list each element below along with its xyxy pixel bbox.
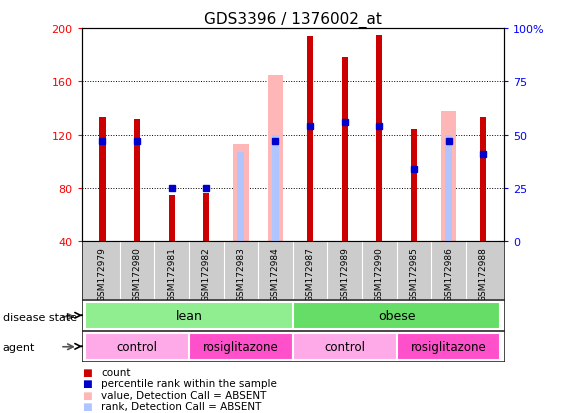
Title: GDS3396 / 1376002_at: GDS3396 / 1376002_at xyxy=(204,12,382,28)
Bar xyxy=(203,194,209,242)
Bar xyxy=(233,145,249,242)
Bar xyxy=(396,333,501,360)
Bar xyxy=(85,302,293,329)
Text: GSM172979: GSM172979 xyxy=(98,246,107,301)
Bar xyxy=(293,333,396,360)
Text: GSM172988: GSM172988 xyxy=(479,246,488,301)
Text: ■: ■ xyxy=(82,390,91,400)
Text: GSM172982: GSM172982 xyxy=(202,246,211,301)
Bar xyxy=(441,112,456,242)
Text: ■: ■ xyxy=(82,401,91,411)
Text: GSM172981: GSM172981 xyxy=(167,246,176,301)
Bar xyxy=(134,119,140,242)
Text: ■: ■ xyxy=(82,378,91,388)
Text: GSM172986: GSM172986 xyxy=(444,246,453,301)
Text: lean: lean xyxy=(176,309,202,322)
Text: rosiglitazone: rosiglitazone xyxy=(203,340,279,353)
Bar xyxy=(99,118,105,242)
Bar xyxy=(168,195,175,242)
Bar xyxy=(85,333,189,360)
Text: GSM172990: GSM172990 xyxy=(375,246,384,301)
Bar xyxy=(293,302,501,329)
Text: GSM172987: GSM172987 xyxy=(306,246,315,301)
Bar xyxy=(238,152,244,242)
Bar xyxy=(376,36,382,242)
Bar xyxy=(445,135,452,242)
Text: rank, Detection Call = ABSENT: rank, Detection Call = ABSENT xyxy=(101,401,262,411)
Text: rosiglitazone: rosiglitazone xyxy=(410,340,486,353)
Text: disease state: disease state xyxy=(3,312,77,322)
Text: GSM172984: GSM172984 xyxy=(271,246,280,301)
Text: GSM172983: GSM172983 xyxy=(236,246,245,301)
Text: GSM172980: GSM172980 xyxy=(132,246,141,301)
Text: count: count xyxy=(101,367,131,377)
Bar xyxy=(272,135,279,242)
Text: GSM172989: GSM172989 xyxy=(340,246,349,301)
Text: obese: obese xyxy=(378,309,415,322)
Bar xyxy=(480,118,486,242)
Text: control: control xyxy=(324,340,365,353)
Bar xyxy=(267,76,283,242)
Text: control: control xyxy=(117,340,158,353)
Text: ■: ■ xyxy=(82,367,91,377)
Text: value, Detection Call = ABSENT: value, Detection Call = ABSENT xyxy=(101,390,267,400)
Bar xyxy=(342,58,348,242)
Text: GSM172985: GSM172985 xyxy=(409,246,418,301)
Bar xyxy=(189,333,293,360)
Bar xyxy=(411,130,417,242)
Bar xyxy=(307,37,313,242)
Text: percentile rank within the sample: percentile rank within the sample xyxy=(101,378,277,388)
Text: agent: agent xyxy=(3,342,35,352)
